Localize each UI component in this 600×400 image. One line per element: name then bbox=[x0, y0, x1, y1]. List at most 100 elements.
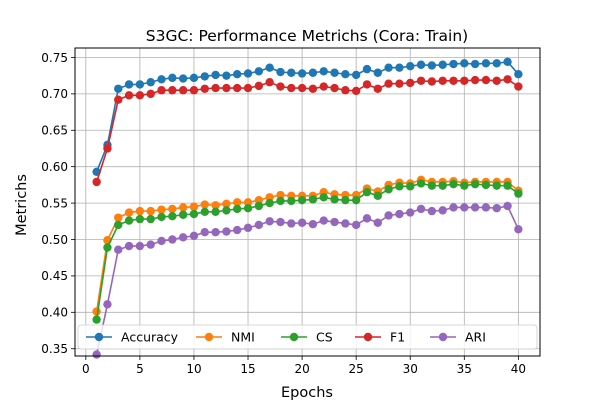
point-ari bbox=[168, 235, 177, 244]
point-ari bbox=[351, 220, 361, 230]
point-ari bbox=[395, 209, 404, 219]
point-f1 bbox=[395, 79, 404, 88]
point-ari bbox=[254, 220, 264, 230]
point-accuracy bbox=[460, 59, 469, 68]
point-accuracy bbox=[362, 64, 372, 74]
point-cs bbox=[297, 195, 307, 205]
point-f1 bbox=[406, 78, 415, 88]
point-nmi bbox=[254, 195, 264, 205]
series-line-cs bbox=[95, 182, 519, 320]
point-cs bbox=[351, 195, 361, 205]
point-cs bbox=[449, 179, 458, 189]
point-f1 bbox=[481, 75, 491, 85]
point-f1 bbox=[276, 82, 285, 91]
point-nmi bbox=[233, 198, 242, 207]
point-nmi bbox=[135, 206, 145, 216]
point-nmi bbox=[168, 204, 177, 214]
point-accuracy bbox=[189, 73, 199, 83]
chart-title: S3GC: Performance Metrichs (Cora: Train) bbox=[146, 27, 468, 45]
point-ari bbox=[233, 225, 242, 235]
x-tick-label: 35 bbox=[457, 362, 472, 376]
point-accuracy bbox=[178, 74, 188, 83]
y-tick-label: 0.75 bbox=[41, 51, 68, 65]
point-cs bbox=[103, 243, 112, 252]
point-cs bbox=[211, 207, 220, 217]
point-cs bbox=[341, 195, 350, 205]
point-cs bbox=[406, 182, 415, 191]
point-cs bbox=[416, 179, 426, 188]
point-nmi bbox=[157, 205, 166, 214]
point-f1 bbox=[460, 76, 469, 85]
point-accuracy bbox=[438, 60, 447, 69]
point-ari bbox=[157, 236, 166, 246]
point-f1 bbox=[146, 89, 155, 99]
point-cs bbox=[276, 196, 285, 206]
point-ari bbox=[406, 208, 415, 217]
y-tick-label: 0.65 bbox=[41, 124, 68, 138]
legend-box bbox=[77, 324, 538, 350]
point-f1 bbox=[297, 83, 307, 93]
x-tick-label: 0 bbox=[82, 362, 90, 376]
point-accuracy bbox=[341, 70, 350, 79]
point-f1 bbox=[233, 83, 242, 93]
legend-marker bbox=[289, 332, 299, 342]
point-accuracy bbox=[157, 75, 166, 84]
series-line-nmi bbox=[95, 178, 519, 312]
series-f1 bbox=[92, 75, 523, 187]
point-ari bbox=[481, 203, 491, 212]
point-accuracy bbox=[492, 59, 501, 68]
point-ari bbox=[103, 300, 112, 309]
point-accuracy bbox=[168, 73, 177, 83]
point-cs bbox=[146, 214, 155, 224]
point-f1 bbox=[514, 82, 523, 91]
point-nmi bbox=[189, 202, 199, 211]
point-accuracy bbox=[514, 70, 523, 79]
point-ari bbox=[178, 233, 188, 242]
point-accuracy bbox=[233, 70, 242, 79]
x-tick-label: 20 bbox=[294, 362, 309, 376]
y-axis-label: Metrichs bbox=[14, 174, 30, 236]
point-cs bbox=[427, 181, 437, 190]
point-cs bbox=[135, 214, 145, 224]
point-cs bbox=[460, 181, 469, 190]
legend-label: F1 bbox=[390, 330, 405, 345]
legend-item-ari: ARI bbox=[430, 330, 486, 345]
point-f1 bbox=[168, 86, 177, 95]
point-accuracy bbox=[319, 67, 328, 76]
point-accuracy bbox=[481, 59, 491, 68]
y-tick-label: 0.60 bbox=[41, 160, 68, 174]
point-ari bbox=[470, 203, 480, 212]
point-nmi bbox=[114, 213, 123, 222]
point-ari bbox=[146, 240, 155, 249]
point-f1 bbox=[287, 83, 296, 93]
point-f1 bbox=[265, 78, 274, 87]
point-ari bbox=[384, 211, 393, 220]
point-accuracy bbox=[330, 68, 339, 77]
point-ari bbox=[514, 225, 523, 234]
point-accuracy bbox=[124, 80, 134, 89]
point-accuracy bbox=[243, 69, 253, 78]
point-f1 bbox=[92, 177, 101, 187]
legend-label: NMI bbox=[231, 330, 255, 345]
legend-marker bbox=[94, 332, 104, 342]
point-f1 bbox=[200, 84, 209, 93]
series-cs bbox=[92, 179, 523, 324]
point-accuracy bbox=[373, 68, 382, 77]
point-ari bbox=[438, 206, 447, 215]
point-nmi bbox=[276, 190, 285, 200]
y-tick-label: 0.45 bbox=[41, 269, 68, 283]
point-ari bbox=[449, 203, 458, 212]
x-tick-label: 10 bbox=[186, 362, 201, 376]
point-f1 bbox=[157, 86, 166, 95]
y-tick-label: 0.70 bbox=[41, 87, 68, 101]
legend-marker bbox=[363, 332, 373, 342]
point-ari bbox=[135, 241, 145, 251]
point-nmi bbox=[146, 206, 155, 216]
point-ari bbox=[200, 228, 209, 237]
point-cs bbox=[492, 181, 501, 190]
point-accuracy bbox=[287, 68, 296, 77]
point-cs bbox=[481, 180, 491, 190]
point-ari bbox=[416, 204, 426, 214]
point-accuracy bbox=[297, 69, 307, 78]
